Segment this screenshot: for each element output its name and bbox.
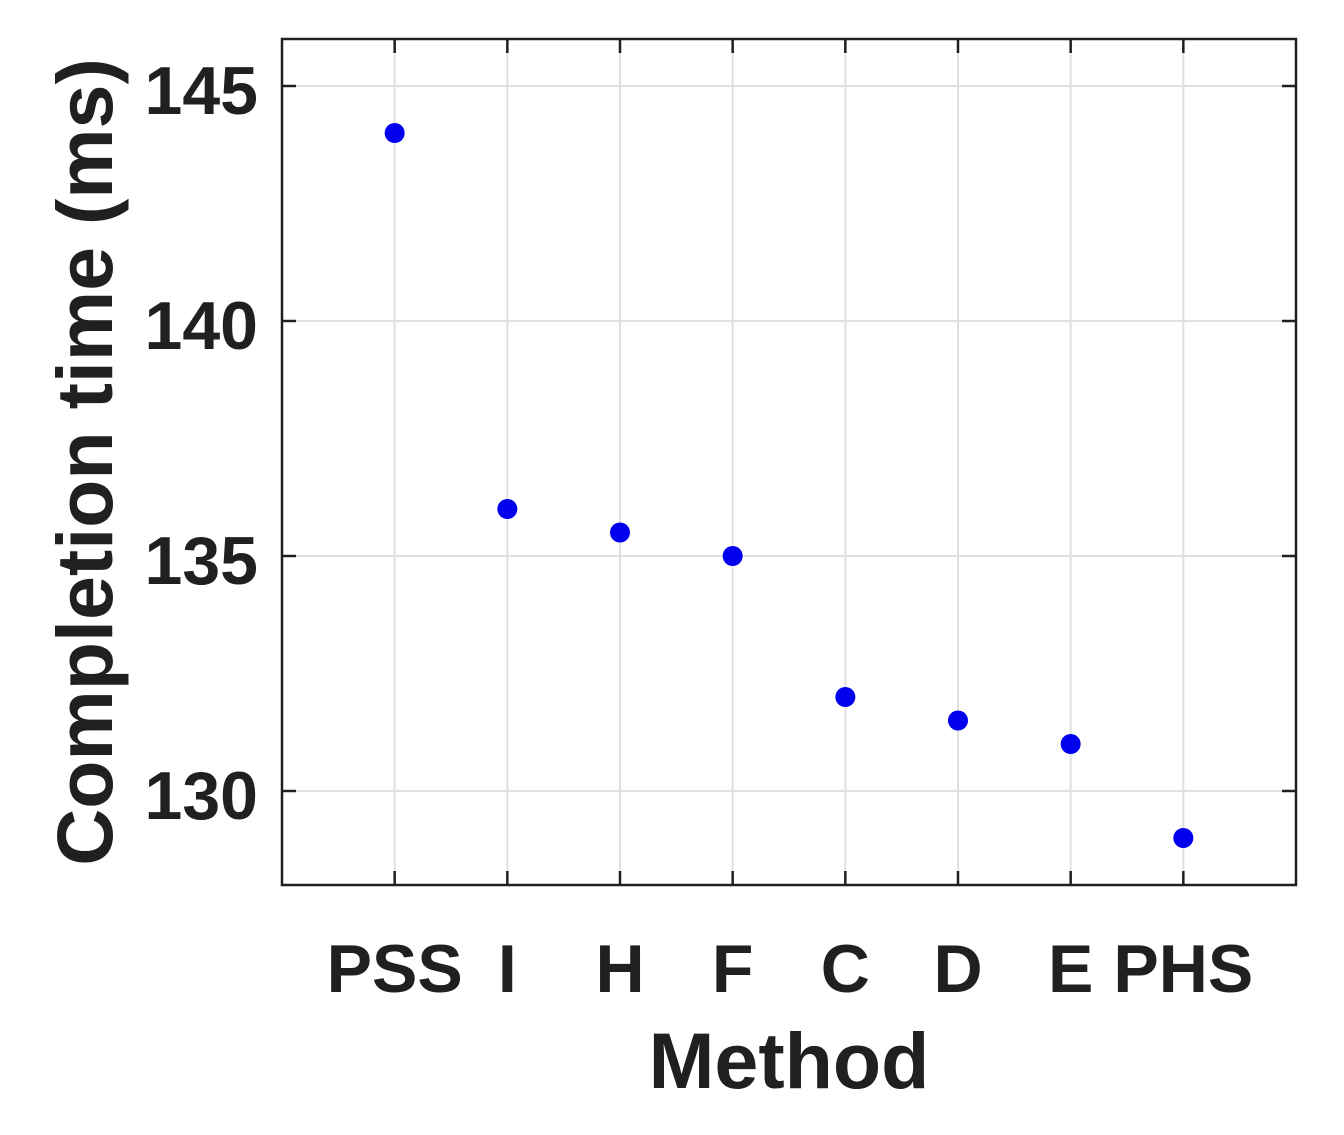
data-point-i	[497, 499, 518, 519]
axes-layer	[280, 37, 1298, 887]
x-tick-label-f: F	[712, 931, 754, 1007]
y-tick-label-140: 140	[145, 288, 258, 364]
y-tick-label-130: 130	[145, 758, 258, 834]
x-tick-label-d: D	[933, 931, 982, 1007]
y-tick-label-135: 135	[145, 523, 258, 599]
x-tick-label-e: E	[1048, 931, 1093, 1007]
x-tick-label-c: C	[821, 931, 870, 1007]
x-tick-label-phs: PHS	[1113, 931, 1253, 1007]
data-point-d	[948, 710, 968, 731]
data-point-f	[722, 546, 743, 566]
y-tick-label-145: 145	[145, 53, 258, 129]
data-point-pss	[384, 123, 405, 143]
marker-layer	[384, 123, 1194, 848]
grid-layer	[282, 39, 1296, 885]
x-tick-label-pss: PSS	[327, 931, 463, 1007]
data-point-c	[835, 687, 856, 707]
x-tick-label-i: I	[498, 931, 517, 1007]
y-axis-label: Completion time (ms)	[40, 58, 129, 866]
ticklabel-layer: PSS I H F C D E PHS 130 135 140 145	[145, 53, 1254, 1007]
data-point-e	[1060, 734, 1081, 754]
x-axis-label: Method	[649, 1016, 930, 1105]
data-point-phs	[1173, 828, 1194, 848]
data-point-h	[610, 522, 630, 543]
plot-box	[280, 37, 1298, 887]
x-tick-label-h: H	[595, 931, 644, 1007]
